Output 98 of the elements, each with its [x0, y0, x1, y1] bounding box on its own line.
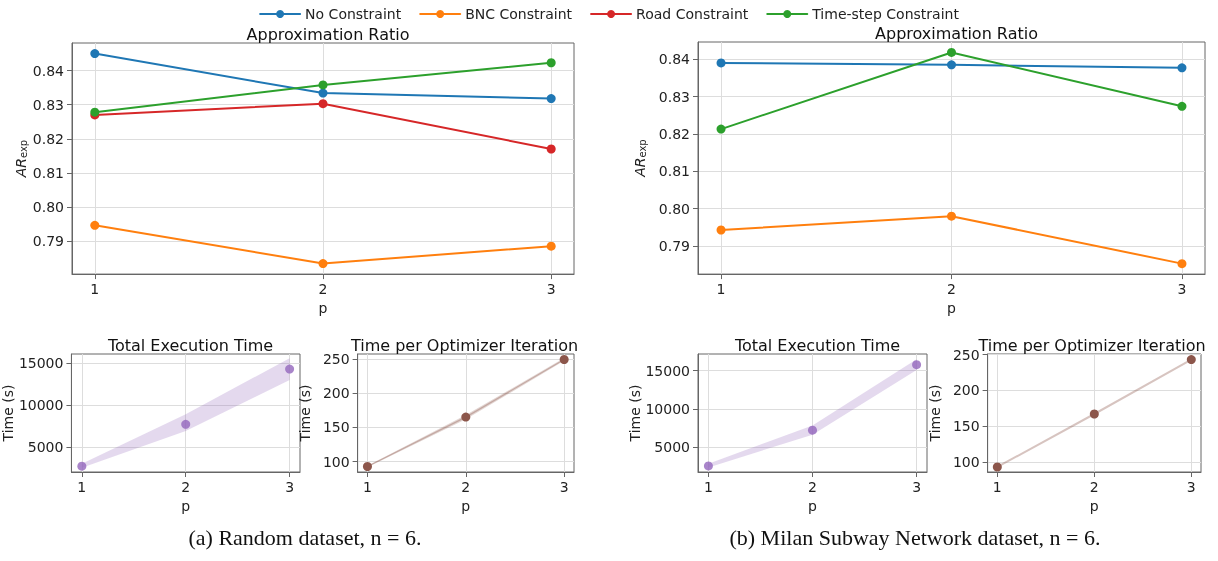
y-tick-label: 150: [952, 418, 980, 435]
x-tick-label: 2: [947, 281, 956, 298]
y-tick-label: 0.81: [32, 164, 64, 181]
point: [1177, 259, 1187, 269]
point: [1089, 409, 1099, 419]
x-tick-label: 2: [181, 479, 191, 495]
x-tick-label: 3: [559, 479, 569, 495]
y-tick-label: 0.82: [32, 130, 64, 147]
legend-label: Time-step Constraint: [811, 6, 960, 22]
point: [285, 364, 295, 374]
point: [716, 225, 726, 235]
x-axis-title: p: [318, 300, 328, 316]
y-axis-title: Time (s): [297, 384, 313, 443]
x-tick-label: 2: [808, 479, 817, 495]
y-axis-title: ARexp: [631, 139, 649, 178]
point: [362, 462, 372, 472]
y-tick-label: 0.83: [658, 88, 690, 105]
y-tick-label: 0.81: [658, 163, 690, 180]
point: [716, 58, 726, 68]
x-axis-title: p: [808, 497, 818, 514]
point: [559, 354, 569, 364]
point: [546, 144, 556, 154]
point: [703, 461, 713, 471]
y-tick-label: 0.84: [32, 62, 65, 79]
point: [1186, 355, 1196, 365]
y-tick-label: 5000: [27, 438, 64, 455]
point: [318, 88, 328, 98]
x-tick-label: 3: [1186, 479, 1196, 495]
y-axis-title: ARexp: [12, 139, 30, 179]
point: [1177, 101, 1187, 111]
x-tick-label: 1: [716, 281, 726, 298]
point: [947, 60, 956, 70]
legend-label: Road Constraint: [636, 6, 749, 22]
point: [546, 94, 556, 104]
x-tick-label: 1: [992, 479, 1002, 495]
y-tick-label: 200: [322, 385, 350, 402]
chart-title: Time per Optimizer Iteration: [349, 335, 579, 355]
point: [318, 80, 328, 90]
point: [947, 211, 956, 221]
chart-title: Approximation Ratio: [875, 23, 1038, 43]
y-tick-label: 0.84: [658, 51, 691, 68]
x-tick-label: 2: [318, 281, 328, 298]
y-tick-label: 100: [952, 453, 980, 470]
point: [947, 47, 956, 57]
y-tick-label: 250: [952, 346, 980, 363]
text: (a) Random dataset, n = 6.: [188, 524, 422, 550]
y-tick-label: 0.79: [32, 233, 64, 250]
point: [546, 58, 556, 68]
y-tick-label: 0.80: [658, 200, 690, 217]
chart-title: Approximation Ratio: [246, 24, 410, 44]
legend-label: BNC Constraint: [465, 6, 573, 22]
y-axis-title: Time (s): [626, 384, 643, 443]
y-tick-label: 0.79: [658, 238, 690, 255]
point: [90, 220, 100, 230]
y-tick-label: 10000: [645, 400, 690, 417]
point: [1177, 63, 1187, 73]
point: [912, 360, 922, 370]
point: [181, 419, 191, 429]
x-tick-label: 1: [363, 479, 372, 495]
chart-title: Total Execution Time: [106, 335, 274, 355]
x-axis-title: p: [181, 497, 191, 514]
x-tick-label: 1: [703, 479, 713, 495]
point: [808, 425, 817, 435]
y-axis-title: Time (s): [927, 384, 943, 443]
x-tick-label: 2: [1089, 479, 1099, 495]
x-tick-label: 3: [1177, 281, 1187, 298]
y-tick-label: 0.82: [658, 125, 690, 142]
y-tick-label: 0.83: [32, 96, 64, 113]
point: [716, 124, 726, 134]
point: [77, 461, 87, 471]
y-tick-label: 15000: [645, 362, 690, 379]
y-tick-label: 100: [322, 453, 350, 470]
point: [992, 462, 1002, 472]
x-tick-label: 1: [90, 281, 100, 298]
point: [546, 241, 556, 251]
y-tick-label: 5000: [654, 438, 690, 455]
point: [318, 259, 328, 269]
y-tick-label: 15000: [18, 355, 64, 372]
x-tick-label: 3: [912, 479, 922, 495]
y-tick-label: 150: [322, 419, 350, 436]
x-tick-label: 3: [546, 281, 556, 298]
x-tick-label: 3: [285, 479, 295, 495]
x-tick-label: 1: [77, 479, 87, 495]
x-axis-title: p: [947, 300, 957, 316]
y-tick-label: 10000: [18, 397, 64, 414]
x-tick-label: 2: [461, 479, 471, 495]
chart-title: Total Execution Time: [733, 335, 901, 355]
y-tick-label: 0.80: [32, 198, 64, 215]
y-tick-label: 200: [952, 382, 980, 399]
text: (b) Milan Subway Network dataset, n = 6.: [729, 524, 1101, 550]
y-tick-label: 250: [322, 350, 350, 367]
point: [90, 49, 100, 59]
x-axis-title: p: [1089, 497, 1099, 514]
point: [318, 99, 328, 109]
x-axis-title: p: [461, 497, 471, 514]
legend-label: No Constraint: [305, 6, 402, 22]
point: [461, 412, 471, 422]
y-axis-title: Time (s): [0, 384, 16, 443]
